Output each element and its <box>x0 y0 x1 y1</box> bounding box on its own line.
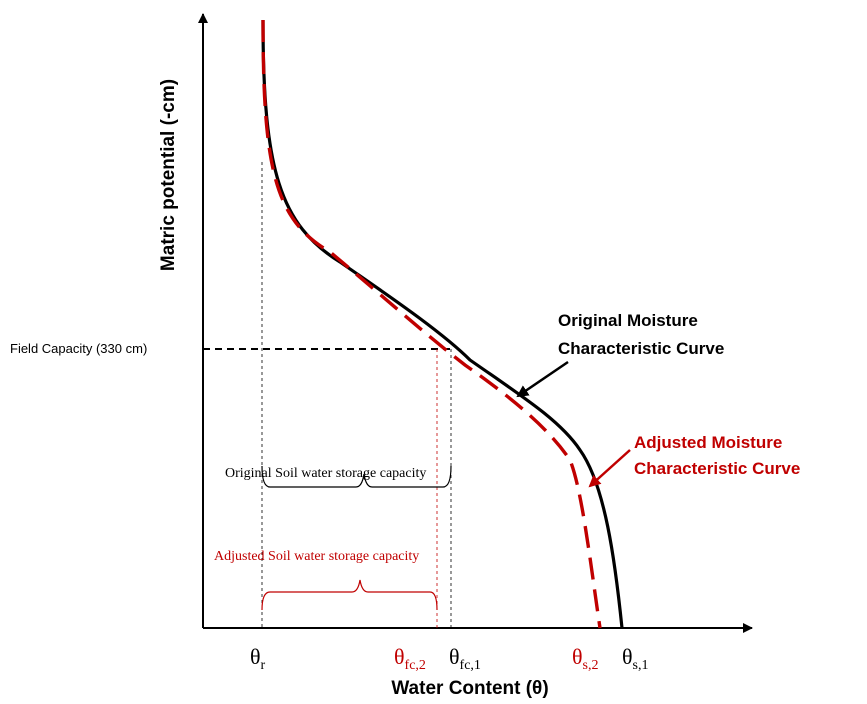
theta-fc1-sub: fc,1 <box>460 658 481 673</box>
adjusted-curve-label-line1: Adjusted Moisture <box>634 433 782 452</box>
original-curve-label: Original Moisture Characteristic Curve <box>558 311 724 358</box>
theta-fc2-symbol: θ <box>394 644 405 669</box>
y-axis-title: Matric potential (-cm) <box>158 79 179 271</box>
adjusted-curve-arrow <box>588 449 631 488</box>
original-curve-label-line1: Original Moisture <box>558 311 698 330</box>
theta-fc1-symbol: θ <box>449 644 460 669</box>
theta-fc2-label: θfc,2 <box>394 644 426 673</box>
theta-fc1-label: θfc,1 <box>449 644 481 673</box>
original-curve-arrow <box>516 360 569 398</box>
theta-s1-symbol: θ <box>622 644 633 669</box>
theta-fc2-sub: fc,2 <box>405 658 426 673</box>
original-curve-label-line2: Characteristic Curve <box>558 339 724 358</box>
original-storage-label: Original Soil water storage capacity <box>225 466 426 481</box>
original-storage-brace <box>261 465 452 488</box>
theta-r-sub: r <box>261 658 266 673</box>
theta-r-symbol: θ <box>250 644 261 669</box>
adjusted-curve-label: Adjusted Moisture Characteristic Curve <box>634 433 800 478</box>
theta-s2-label: θs,2 <box>572 644 599 673</box>
theta-r-label: θr <box>250 644 266 673</box>
adjusted-curve-label-line2: Characteristic Curve <box>634 459 800 478</box>
adjusted-curve <box>261 19 602 629</box>
theta-s1-sub: s,1 <box>633 658 649 673</box>
x-axis-title: Water Content (θ) <box>391 678 548 699</box>
theta-s1-label: θs,1 <box>622 644 649 673</box>
adjusted-storage-brace <box>261 579 438 611</box>
theta-s2-symbol: θ <box>572 644 583 669</box>
theta-s2-sub: s,2 <box>583 658 599 673</box>
adjusted-storage-label: Adjusted Soil water storage capacity <box>214 549 419 564</box>
field-capacity-label: Field Capacity (330 cm) <box>10 341 147 356</box>
original-curve <box>261 19 624 629</box>
